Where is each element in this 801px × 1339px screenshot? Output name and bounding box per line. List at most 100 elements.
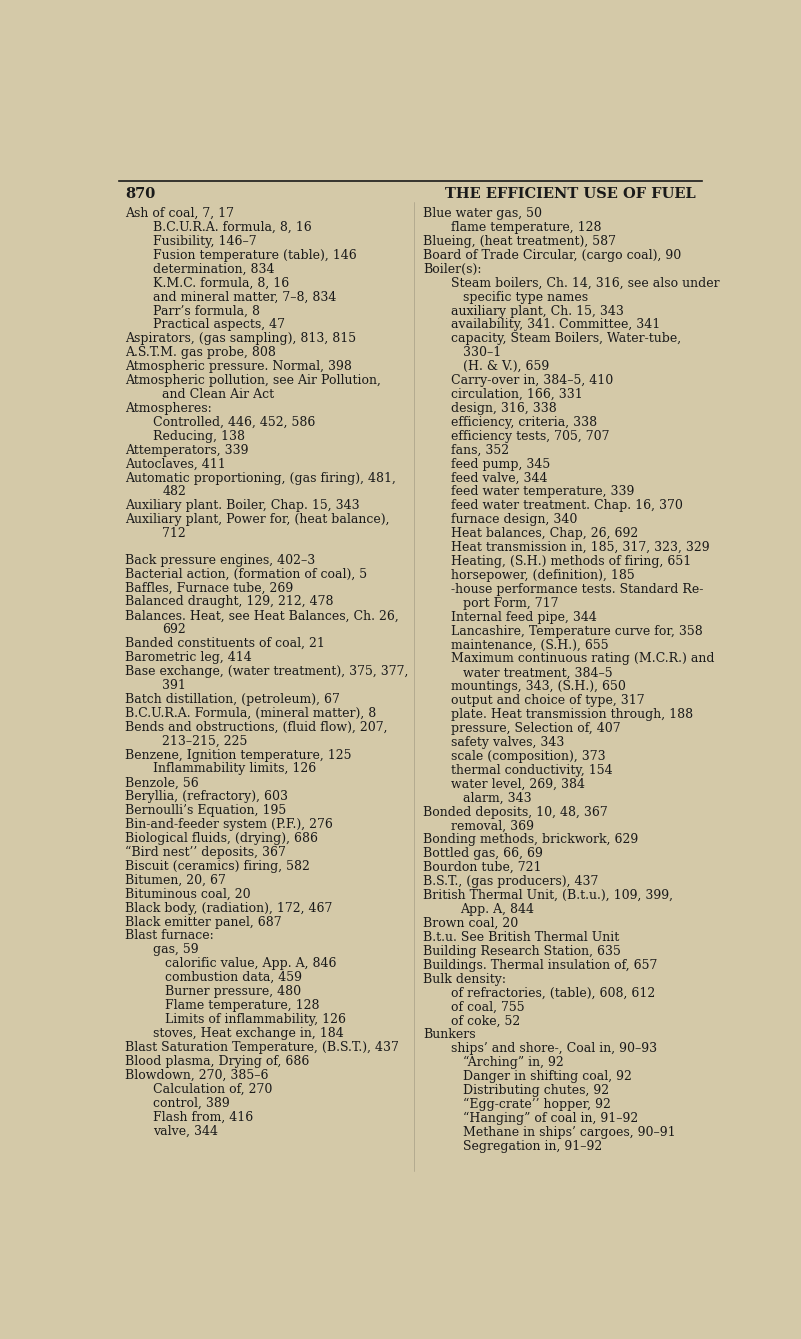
Text: flame temperature, 128: flame temperature, 128 <box>451 221 602 234</box>
Text: Fusion temperature (table), 146: Fusion temperature (table), 146 <box>153 249 356 262</box>
Text: Bacterial action, (formation of coal), 5: Bacterial action, (formation of coal), 5 <box>125 568 367 581</box>
Text: Flash from, 416: Flash from, 416 <box>153 1110 253 1123</box>
Text: Auxiliary plant, Power for, (heat balance),: Auxiliary plant, Power for, (heat balanc… <box>125 513 389 526</box>
Text: Distributing chutes, 92: Distributing chutes, 92 <box>463 1085 610 1097</box>
Text: scale (composition), 373: scale (composition), 373 <box>451 750 606 763</box>
Text: Inflammability limits, 126: Inflammability limits, 126 <box>153 762 316 775</box>
Text: 391: 391 <box>162 679 186 692</box>
Text: Flame temperature, 128: Flame temperature, 128 <box>165 999 320 1012</box>
Text: Maximum continuous rating (M.C.R.) and: Maximum continuous rating (M.C.R.) and <box>451 652 714 665</box>
Text: Aspirators, (gas sampling), 813, 815: Aspirators, (gas sampling), 813, 815 <box>125 332 356 345</box>
Text: Buildings. Thermal insulation of, 657: Buildings. Thermal insulation of, 657 <box>423 959 658 972</box>
Text: availability, 341. Committee, 341: availability, 341. Committee, 341 <box>451 319 660 332</box>
Text: efficiency, criteria, 338: efficiency, criteria, 338 <box>451 416 597 428</box>
Text: pressure, Selection of, 407: pressure, Selection of, 407 <box>451 722 621 735</box>
Text: THE EFFICIENT USE OF FUEL: THE EFFICIENT USE OF FUEL <box>445 187 696 201</box>
Text: Benzene, Ignition temperature, 125: Benzene, Ignition temperature, 125 <box>125 749 352 762</box>
Text: Danger in shifting coal, 92: Danger in shifting coal, 92 <box>463 1070 632 1083</box>
Text: Bourdon tube, 721: Bourdon tube, 721 <box>423 861 541 874</box>
Text: horsepower, (definition), 185: horsepower, (definition), 185 <box>451 569 634 582</box>
Text: Calculation of, 270: Calculation of, 270 <box>153 1082 272 1095</box>
Text: Board of Trade Circular, (cargo coal), 90: Board of Trade Circular, (cargo coal), 9… <box>423 249 681 262</box>
Text: Lancashire, Temperature curve for, 358: Lancashire, Temperature curve for, 358 <box>451 624 702 637</box>
Text: B.t.u. See British Thermal Unit: B.t.u. See British Thermal Unit <box>423 931 619 944</box>
Text: specific type names: specific type names <box>463 291 589 304</box>
Text: Back pressure engines, 402–3: Back pressure engines, 402–3 <box>125 553 316 566</box>
Text: and Clean Air Act: and Clean Air Act <box>162 388 274 400</box>
Text: Reducing, 138: Reducing, 138 <box>153 430 245 443</box>
Text: Biscuit (ceramics) firing, 582: Biscuit (ceramics) firing, 582 <box>125 860 310 873</box>
Text: Baffles, Furnace tube, 269: Baffles, Furnace tube, 269 <box>125 581 293 595</box>
Text: App. A, 844: App. A, 844 <box>460 902 534 916</box>
Text: 213–215, 225: 213–215, 225 <box>162 735 248 747</box>
Text: Biological fluids, (drying), 686: Biological fluids, (drying), 686 <box>125 832 318 845</box>
Text: Ash of coal, 7, 17: Ash of coal, 7, 17 <box>125 208 234 220</box>
Text: maintenance, (S.H.), 655: maintenance, (S.H.), 655 <box>451 639 609 652</box>
Text: Blueing, (heat treatment), 587: Blueing, (heat treatment), 587 <box>423 234 616 248</box>
Text: 870: 870 <box>125 187 155 201</box>
Text: 330–1: 330–1 <box>463 347 501 359</box>
Text: A.S.T.M. gas probe, 808: A.S.T.M. gas probe, 808 <box>125 347 276 359</box>
Text: Fusibility, 146–7: Fusibility, 146–7 <box>153 234 256 248</box>
Text: capacity, Steam Boilers, Water-tube,: capacity, Steam Boilers, Water-tube, <box>451 332 681 345</box>
Text: control, 389: control, 389 <box>153 1097 230 1110</box>
Text: 482: 482 <box>162 486 186 498</box>
Text: Internal feed pipe, 344: Internal feed pipe, 344 <box>451 611 597 624</box>
Text: B.C.U.R.A. formula, 8, 16: B.C.U.R.A. formula, 8, 16 <box>153 221 312 234</box>
Text: plate. Heat transmission through, 188: plate. Heat transmission through, 188 <box>451 708 693 722</box>
Text: Autoclaves, 411: Autoclaves, 411 <box>125 458 226 470</box>
Text: Banded constituents of coal, 21: Banded constituents of coal, 21 <box>125 637 325 651</box>
Text: circulation, 166, 331: circulation, 166, 331 <box>451 388 582 400</box>
Text: Auxiliary plant. Boiler, Chap. 15, 343: Auxiliary plant. Boiler, Chap. 15, 343 <box>125 499 360 513</box>
Text: Bituminous coal, 20: Bituminous coal, 20 <box>125 888 251 901</box>
Text: gas, 59: gas, 59 <box>153 944 199 956</box>
Text: “Bird nest’’ deposits, 367: “Bird nest’’ deposits, 367 <box>125 846 286 860</box>
Text: “Arching” in, 92: “Arching” in, 92 <box>463 1056 564 1070</box>
Text: safety valves, 343: safety valves, 343 <box>451 736 564 749</box>
Text: Bulk density:: Bulk density: <box>423 972 506 986</box>
Text: Carry-over in, 384–5, 410: Carry-over in, 384–5, 410 <box>451 374 613 387</box>
Text: Automatic proportioning, (gas firing), 481,: Automatic proportioning, (gas firing), 4… <box>125 471 396 485</box>
Text: Batch distillation, (petroleum), 67: Batch distillation, (petroleum), 67 <box>125 692 340 706</box>
Text: determination, 834: determination, 834 <box>153 262 275 276</box>
Text: (H. & V.), 659: (H. & V.), 659 <box>463 360 549 374</box>
Text: Atmospheric pollution, see Air Pollution,: Atmospheric pollution, see Air Pollution… <box>125 374 380 387</box>
Text: of coke, 52: of coke, 52 <box>451 1015 520 1027</box>
Text: Black emitter panel, 687: Black emitter panel, 687 <box>125 916 282 928</box>
Text: of refractories, (table), 608, 612: of refractories, (table), 608, 612 <box>451 987 655 999</box>
Text: feed valve, 344: feed valve, 344 <box>451 471 547 485</box>
Text: “Hanging” of coal in, 91–92: “Hanging” of coal in, 91–92 <box>463 1111 638 1125</box>
Text: mountings, 343, (S.H.), 650: mountings, 343, (S.H.), 650 <box>451 680 626 694</box>
Text: Barometric leg, 414: Barometric leg, 414 <box>125 651 252 664</box>
Text: alarm, 343: alarm, 343 <box>463 791 532 805</box>
Text: Beryllia, (refractory), 603: Beryllia, (refractory), 603 <box>125 790 288 803</box>
Text: Benzole, 56: Benzole, 56 <box>125 777 199 790</box>
Text: Boiler(s):: Boiler(s): <box>423 262 481 276</box>
Text: removal, 369: removal, 369 <box>451 819 533 833</box>
Text: Base exchange, (water treatment), 375, 377,: Base exchange, (water treatment), 375, 3… <box>125 665 409 678</box>
Text: K.M.C. formula, 8, 16: K.M.C. formula, 8, 16 <box>153 277 289 289</box>
Text: fans, 352: fans, 352 <box>451 443 509 457</box>
Text: B.C.U.R.A. Formula, (mineral matter), 8: B.C.U.R.A. Formula, (mineral matter), 8 <box>125 707 376 720</box>
Text: combustion data, 459: combustion data, 459 <box>165 971 302 984</box>
Text: calorific value, App. A, 846: calorific value, App. A, 846 <box>165 957 336 971</box>
Text: B.S.T., (gas producers), 437: B.S.T., (gas producers), 437 <box>423 876 598 888</box>
Text: “Egg-crate’’ hopper, 92: “Egg-crate’’ hopper, 92 <box>463 1098 611 1111</box>
Text: Steam boilers, Ch. 14, 316, see also under: Steam boilers, Ch. 14, 316, see also und… <box>451 277 719 289</box>
Text: Bitumen, 20, 67: Bitumen, 20, 67 <box>125 874 226 886</box>
Text: Burner pressure, 480: Burner pressure, 480 <box>165 986 301 998</box>
Text: Blue water gas, 50: Blue water gas, 50 <box>423 208 542 220</box>
Text: 692: 692 <box>162 623 186 636</box>
Text: valve, 344: valve, 344 <box>153 1125 218 1137</box>
Text: British Thermal Unit, (B.t.u.), 109, 399,: British Thermal Unit, (B.t.u.), 109, 399… <box>423 889 673 902</box>
Text: Bernoulli’s Equation, 195: Bernoulli’s Equation, 195 <box>125 805 286 817</box>
Text: Bin-and-feeder system (P.F.), 276: Bin-and-feeder system (P.F.), 276 <box>125 818 333 832</box>
Text: design, 316, 338: design, 316, 338 <box>451 402 557 415</box>
Text: of coal, 755: of coal, 755 <box>451 1000 525 1014</box>
Text: Segregation in, 91–92: Segregation in, 91–92 <box>463 1139 602 1153</box>
Text: Blowdown, 270, 385–6: Blowdown, 270, 385–6 <box>125 1069 268 1082</box>
Text: Bonding methods, brickwork, 629: Bonding methods, brickwork, 629 <box>423 833 638 846</box>
Text: stoves, Heat exchange in, 184: stoves, Heat exchange in, 184 <box>153 1027 344 1040</box>
Text: ships’ and shore-, Coal in, 90–93: ships’ and shore-, Coal in, 90–93 <box>451 1042 657 1055</box>
Text: furnace design, 340: furnace design, 340 <box>451 513 578 526</box>
